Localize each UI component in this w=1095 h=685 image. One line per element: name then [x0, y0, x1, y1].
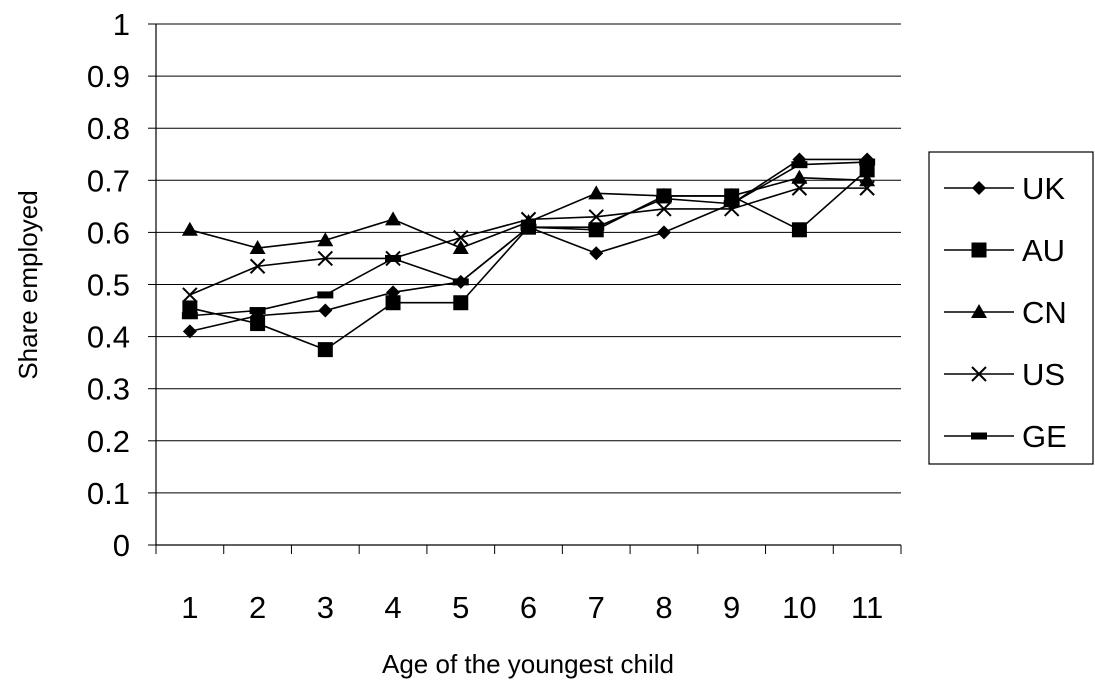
x-tick-label: 10 [782, 590, 816, 625]
data-point-au [182, 300, 198, 316]
legend-marker-ge [971, 432, 987, 440]
data-point-cn [791, 169, 808, 184]
y-tick-label: 1 [113, 7, 130, 42]
data-point-us [791, 180, 808, 196]
data-point-au [791, 222, 807, 238]
data-point-au [317, 342, 333, 358]
legend-marker-uk [972, 181, 986, 195]
legend-entry-uk: UK [944, 171, 1065, 206]
x-tick-label: 4 [384, 590, 401, 625]
data-point-ge [249, 307, 266, 315]
data-point-cn [181, 221, 198, 236]
x-tick-label: 9 [723, 590, 740, 625]
data-point-au [250, 316, 266, 332]
data-point-cn [249, 240, 266, 255]
legend-box [928, 151, 1094, 465]
legend-label-us: US [1022, 357, 1065, 392]
data-point-cn [723, 187, 740, 202]
series-us [182, 180, 875, 303]
data-point-uk [182, 324, 197, 339]
x-tick-label: 3 [317, 590, 334, 625]
data-point-au [859, 162, 875, 178]
legend-entry-ge: GE [944, 419, 1067, 454]
y-tick-label: 0 [113, 528, 130, 563]
y-tick-label: 0.7 [87, 163, 130, 198]
x-tick-label: 2 [249, 590, 266, 625]
data-point-ge [791, 161, 808, 169]
series-line-us [189, 187, 868, 296]
y-axis-title: Share employed [13, 190, 43, 379]
data-point-ge [588, 223, 605, 231]
legend-marker-us [971, 366, 987, 382]
legend-label-ge: GE [1022, 419, 1067, 454]
y-tick-label: 0.5 [87, 268, 130, 303]
series-au [182, 162, 875, 358]
x-tick-labels: 1 2 3 4 5 6 7 8 9 10 11 [181, 590, 883, 625]
legend-marker-cn [971, 304, 987, 318]
data-point-cn [317, 232, 334, 247]
legend-label-uk: UK [1022, 171, 1065, 206]
data-point-cn [385, 211, 402, 226]
data-point-uk [656, 225, 671, 240]
x-tick-label: 6 [520, 590, 537, 625]
data-point-cn [588, 185, 605, 200]
data-point-ge [385, 254, 402, 262]
y-tick-label: 0.9 [87, 59, 130, 94]
x-tick-label: 5 [452, 590, 469, 625]
data-point-us [656, 201, 672, 217]
data-point-uk [318, 303, 333, 318]
series-cn [181, 169, 876, 255]
data-point-cn [452, 240, 469, 255]
data-point-ge [452, 278, 469, 286]
legend-entry-us: US [944, 357, 1065, 392]
data-point-us [453, 229, 469, 246]
data-point-us [859, 180, 875, 196]
data-point-uk [589, 246, 604, 261]
series-ge [181, 158, 876, 320]
legend-label-cn: CN [1022, 295, 1067, 330]
series-group [181, 152, 876, 358]
data-point-us [249, 258, 266, 274]
legend-entry-au: AU [944, 233, 1065, 268]
data-point-ge [859, 158, 876, 166]
x-tick-label: 8 [655, 590, 672, 625]
data-point-ge [317, 291, 334, 299]
legend: UK AU CN US GE [928, 151, 1094, 465]
x-tick-label: 1 [181, 590, 198, 625]
x-tick-label: 11 [851, 590, 883, 625]
x-axis-title: Age of the youngest child [382, 649, 674, 679]
data-point-us [182, 287, 198, 303]
y-tick-label: 0.8 [87, 111, 130, 146]
legend-entry-cn: CN [944, 295, 1067, 330]
legend-label-au: AU [1022, 233, 1065, 268]
series-line-uk [189, 158, 868, 333]
data-point-ge [723, 200, 740, 208]
y-tick-labels: 0 0.1 0.2 0.3 0.4 0.5 0.6 0.7 0.8 0.9 1 [87, 7, 130, 563]
axes [148, 23, 902, 554]
y-tick-label: 0.6 [87, 215, 130, 250]
data-point-us [317, 250, 334, 267]
data-point-us [588, 209, 604, 225]
series-line-au [189, 169, 868, 351]
data-point-au [385, 295, 401, 311]
data-point-au [453, 295, 469, 311]
legend-marker-au [971, 242, 987, 258]
y-tick-label: 0.3 [87, 372, 130, 407]
y-tick-label: 0.1 [87, 476, 130, 511]
grid-lines [156, 23, 901, 494]
y-tick-label: 0.4 [87, 320, 130, 355]
series-line-ge [189, 161, 868, 317]
data-point-ge [520, 223, 537, 231]
data-point-ge [655, 195, 672, 203]
x-tick-label: 7 [588, 590, 605, 625]
data-point-ge [181, 312, 198, 320]
y-tick-label: 0.2 [87, 424, 130, 459]
